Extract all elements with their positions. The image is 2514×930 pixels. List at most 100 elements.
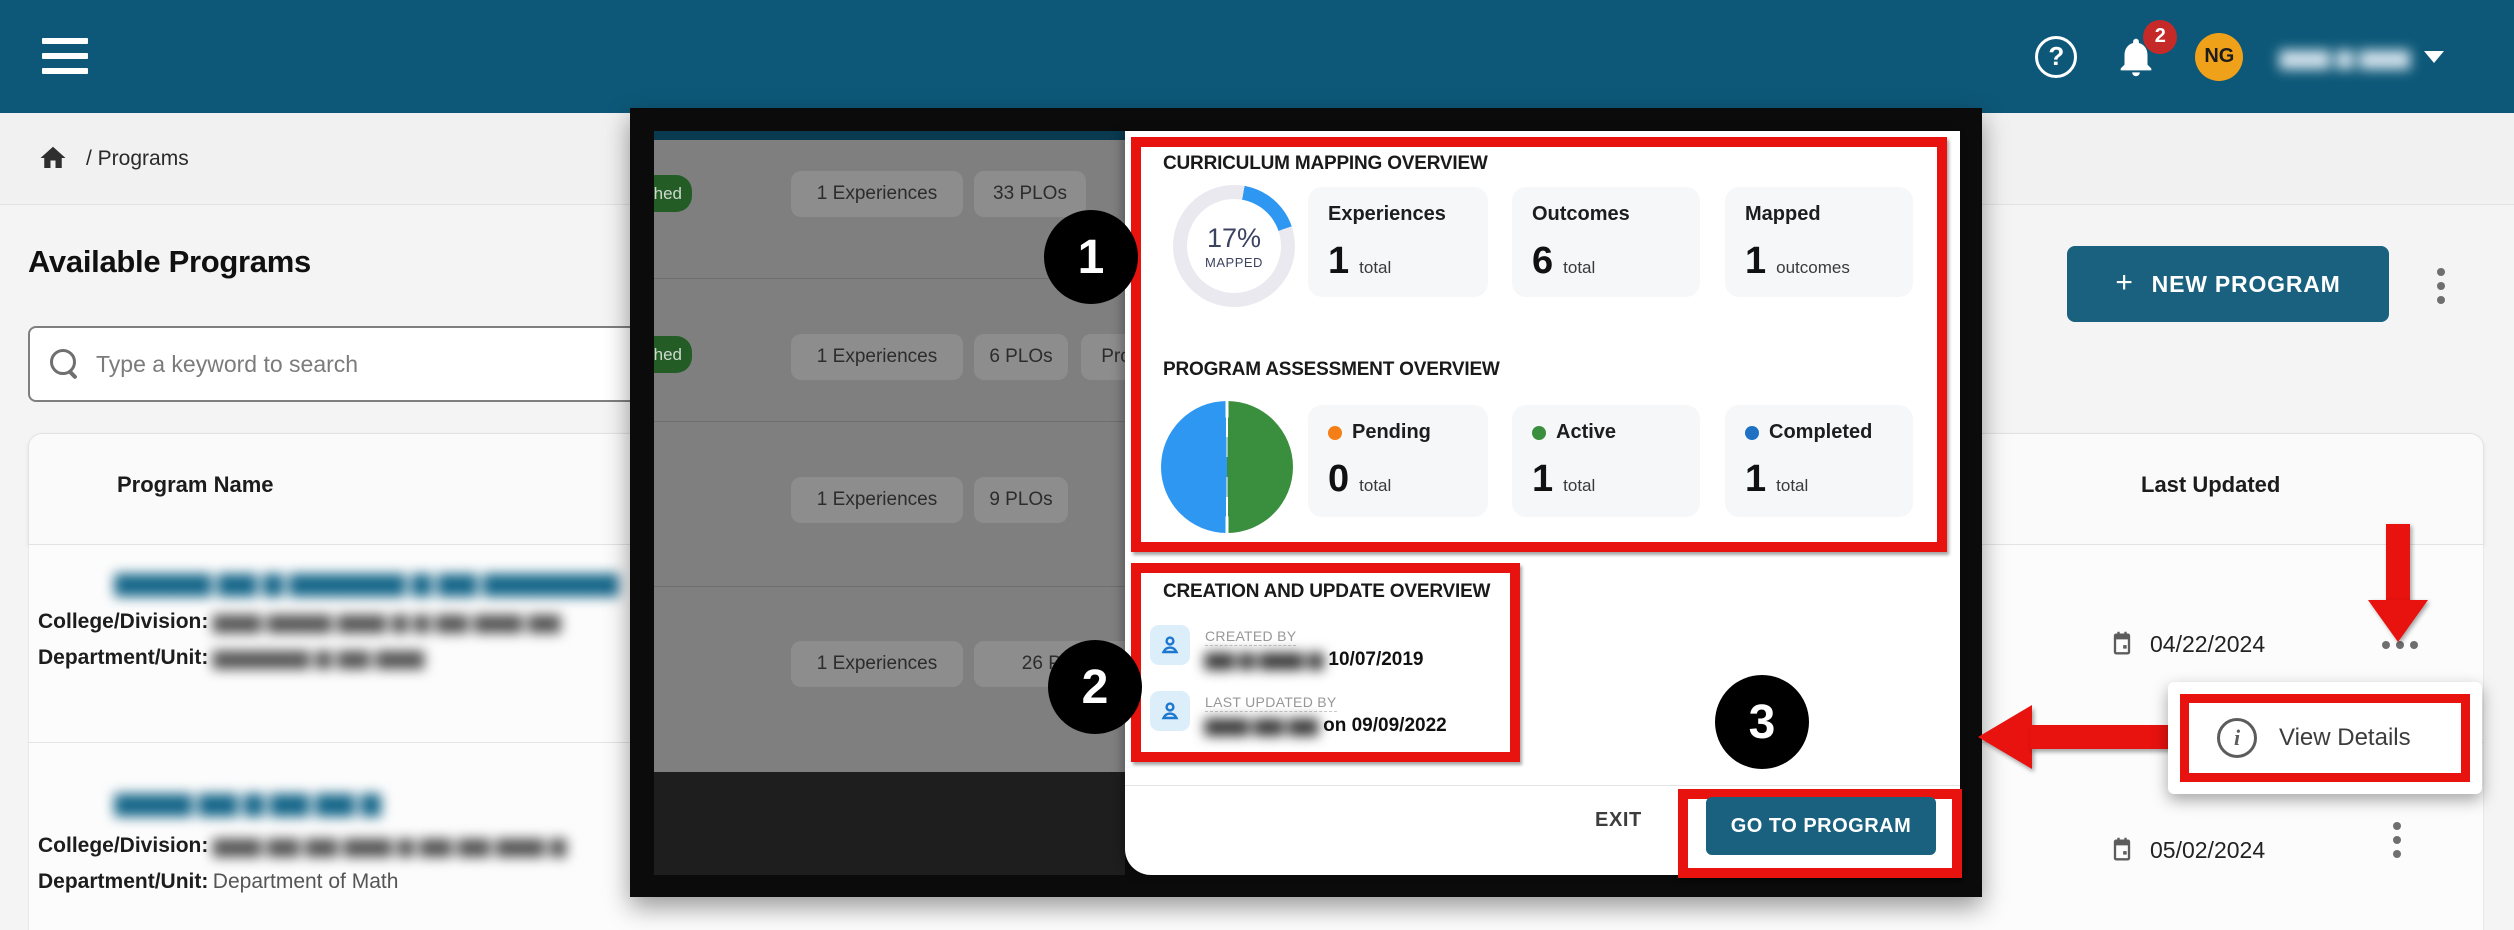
college-division-label: College/Division: xyxy=(38,834,209,857)
created-by-name-redacted: ▆▆ ▆ ▆▆▆ ▆ xyxy=(1205,649,1324,670)
stat-unit: total xyxy=(1563,258,1596,277)
stat-unit: total xyxy=(1359,476,1392,495)
stat-label: Mapped xyxy=(1745,203,1821,225)
dimmed-navbar-strip xyxy=(654,131,1125,140)
page-overflow-menu-icon[interactable] xyxy=(2437,268,2445,304)
college-division-value-redacted: ▆▆▆ ▆▆▆▆ ▆▆▆ ▆ ▆ ▆▆ ▆▆▆ ▆▆ xyxy=(212,610,561,633)
notification-count-badge: 2 xyxy=(2143,19,2178,54)
outcomes-stat-card: Outcomes 6 total xyxy=(1512,187,1700,297)
experiences-chip: 1 Experiences xyxy=(791,641,963,687)
notifications-bell-icon[interactable]: 2 xyxy=(2113,19,2178,80)
department-unit-label: Department/Unit: xyxy=(38,646,209,669)
stat-label: Completed xyxy=(1769,421,1873,443)
row-context-menu: i View Details xyxy=(2168,682,2482,794)
view-details-label: View Details xyxy=(2279,724,2411,751)
view-details-menu-item[interactable]: i View Details xyxy=(2180,694,2470,782)
pending-dot-icon xyxy=(1328,425,1342,440)
search-box[interactable] xyxy=(28,326,668,402)
last-updated-value: 04/22/2024 xyxy=(2150,630,2266,657)
college-division-line: College/Division: ▆▆▆ ▆▆▆▆ ▆▆▆ ▆ ▆ ▆▆ ▆▆… xyxy=(38,610,561,634)
last-updated-cell: 05/02/2024 xyxy=(2108,836,2265,864)
department-unit-value-redacted: ▆▆▆▆▆▆ ▆ ▆▆ ▆▆▆ xyxy=(212,646,425,669)
department-unit-value: Department of Math xyxy=(212,870,399,893)
truncated-chip: Pro xyxy=(1081,334,1125,380)
stat-value: 1 xyxy=(1328,240,1350,282)
program-name-link[interactable]: ▆▆▆▆▆ ▆▆ ▆ ▆▆▆▆▆▆ ▆ ▆▆ ▆▆▆▆▆▆▆ xyxy=(115,568,618,597)
last-updated-by-value: ▆▆▆ ▆▆ ▆▆ on 09/09/2022 xyxy=(1205,715,1447,737)
hamburger-menu-icon[interactable] xyxy=(42,38,88,75)
college-division-value-redacted: ▆▆▆ ▆▆ ▆▆ ▆▆▆ ▆ ▆▆ ▆▆ ▆▆▆ ▆ xyxy=(212,834,567,857)
stat-value: 6 xyxy=(1532,240,1554,282)
last-updated-cell: 04/22/2024 xyxy=(2108,630,2265,658)
stat-value: 1 xyxy=(1745,458,1767,500)
curriculum-mapping-title: CURRICULUM MAPPING OVERVIEW xyxy=(1163,153,1488,174)
experiences-chip: 1 Experiences xyxy=(791,171,963,217)
department-unit-line: Department/Unit: Department of Math xyxy=(38,870,398,894)
row1-actions-menu-icon[interactable] xyxy=(2382,641,2418,649)
mapped-caption: MAPPED xyxy=(1205,254,1263,270)
stat-unit: total xyxy=(1359,258,1392,277)
mapped-donut-chart: 17% MAPPED xyxy=(1173,185,1295,307)
breadcrumb[interactable]: / Programs xyxy=(86,147,189,170)
active-stat-card: Active 1 total xyxy=(1512,405,1700,517)
program-details-dialog: CURRICULUM MAPPING OVERVIEW 17% MAPPED E… xyxy=(1125,131,1960,875)
annotation-step-3: 3 xyxy=(1715,675,1809,769)
exit-button[interactable]: EXIT xyxy=(1595,809,1642,831)
published-badge: hed xyxy=(654,336,692,373)
plos-chip: 33 PLOs xyxy=(974,171,1086,217)
mapped-stat-card: Mapped 1 outcomes xyxy=(1725,187,1913,297)
help-icon[interactable]: ? xyxy=(2035,35,2078,78)
home-icon[interactable] xyxy=(38,143,68,173)
college-division-line: College/Division: ▆▆▆ ▆▆ ▆▆ ▆▆▆ ▆ ▆▆ ▆▆ … xyxy=(38,834,566,858)
stat-unit: total xyxy=(1776,476,1809,495)
plos-chip: 6 PLOs xyxy=(974,334,1068,380)
pending-stat-card: Pending 0 total xyxy=(1308,405,1488,517)
program-name-redacted: ▆▆▆▆ ▆▆ ▆ ▆▆ ▆▆ ▆ xyxy=(115,788,381,816)
row2-actions-menu-icon[interactable] xyxy=(2393,822,2401,858)
assessment-pie-chart xyxy=(1161,401,1293,533)
page-title: Available Programs xyxy=(28,244,311,279)
stat-label: Experiences xyxy=(1328,203,1446,225)
experiences-chip: 1 Experiences xyxy=(791,334,963,380)
created-by-label: CREATED BY xyxy=(1205,628,1297,646)
go-to-program-button[interactable]: GO TO PROGRAM xyxy=(1706,797,1936,855)
last-updated-by-name-redacted: ▆▆▆ ▆▆ ▆▆ xyxy=(1205,715,1318,736)
last-updated-by-label: LAST UPDATED BY xyxy=(1205,694,1337,712)
chevron-down-icon xyxy=(2424,50,2444,63)
annotation-arrow-left-head xyxy=(1978,705,2032,769)
search-input[interactable] xyxy=(96,350,526,378)
new-program-button[interactable]: + NEW PROGRAM xyxy=(2067,246,2389,322)
plos-chip: 9 PLOs xyxy=(974,477,1068,523)
active-dot-icon xyxy=(1532,425,1546,440)
completed-dot-icon xyxy=(1745,425,1759,440)
stat-unit: outcomes xyxy=(1776,258,1850,277)
annotation-step-1: 1 xyxy=(1044,210,1138,304)
last-updated-date: on 09/09/2022 xyxy=(1323,715,1447,736)
stat-value: 1 xyxy=(1532,458,1554,500)
mapped-percent: 17% xyxy=(1206,222,1262,253)
user-menu[interactable]: ▆▆▆ ▆ ▆▆▆ xyxy=(2279,43,2444,69)
avatar[interactable]: NG xyxy=(2195,32,2244,81)
annotation-rect-creation xyxy=(1131,563,1520,762)
calendar-icon xyxy=(2113,837,2131,861)
annotation-rect-overview xyxy=(1131,137,1947,552)
annotation-arrow-down xyxy=(2386,524,2410,604)
info-icon: i xyxy=(2217,718,2257,758)
experiences-chip: 1 Experiences xyxy=(791,477,963,523)
column-program-name: Program Name xyxy=(117,472,274,497)
annotation-step-2: 2 xyxy=(1048,640,1142,734)
calendar-icon xyxy=(2113,631,2131,655)
program-name-link[interactable]: ▆▆▆▆ ▆▆ ▆ ▆▆ ▆▆ ▆ xyxy=(115,788,380,817)
column-last-updated: Last Updated xyxy=(2141,472,2281,497)
last-updated-value: 05/02/2024 xyxy=(2150,836,2266,863)
department-unit-label: Department/Unit: xyxy=(38,870,209,893)
new-program-label: NEW PROGRAM xyxy=(2151,270,2341,297)
stat-value: 0 xyxy=(1328,458,1350,500)
department-unit-line: Department/Unit: ▆▆▆▆▆▆ ▆ ▆▆ ▆▆▆ xyxy=(38,646,424,670)
top-navbar: ? 2 NG ▆▆▆ ▆ ▆▆▆ xyxy=(0,0,2514,113)
annotation-arrow-down-head xyxy=(2368,600,2428,642)
stat-label: Active xyxy=(1556,421,1617,443)
completed-stat-card: Completed 1 total xyxy=(1725,405,1913,517)
annotation-arrow-left xyxy=(2030,725,2180,749)
username-redacted: ▆▆▆ ▆ ▆▆▆ xyxy=(2279,43,2410,69)
